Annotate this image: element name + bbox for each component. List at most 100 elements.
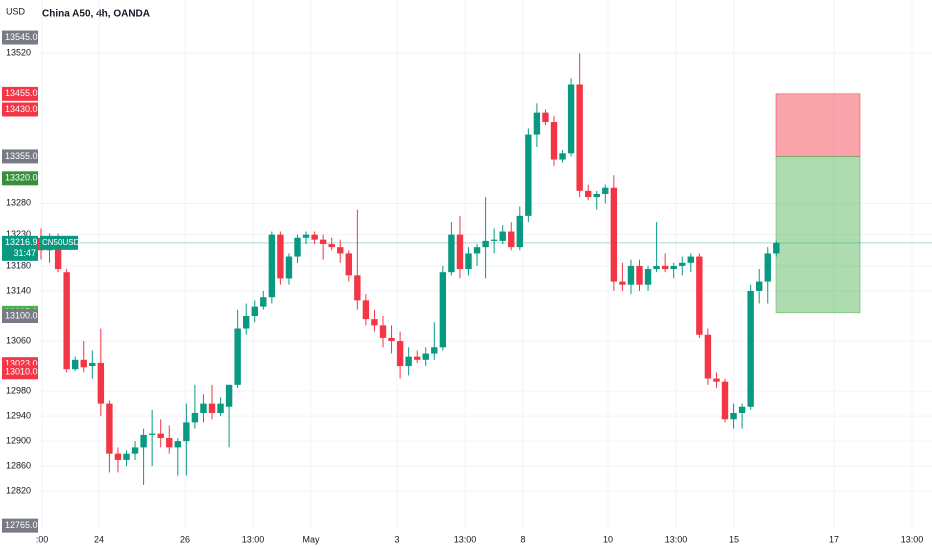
candle-body (97, 362, 105, 404)
candle-body (721, 381, 729, 420)
x-tick-label: 15 (729, 534, 739, 544)
x-tick-label: 26 (180, 534, 190, 544)
currency: USD (6, 6, 26, 16)
candle-body (773, 242, 780, 254)
candle-body (311, 234, 318, 240)
candle-body (747, 290, 754, 407)
candle-body (473, 247, 481, 254)
candle-body (208, 403, 216, 413)
candle-body (627, 265, 635, 285)
candle-body (585, 190, 592, 198)
candle-body (388, 337, 395, 342)
candle-body (482, 240, 489, 248)
candle-body (559, 153, 566, 160)
candle-body (268, 234, 276, 298)
candle-body (764, 253, 771, 282)
y-tick-label: 13060 (6, 335, 31, 345)
price-label-bg (2, 308, 38, 323)
candle-body (405, 356, 412, 367)
candle-body (166, 438, 173, 448)
candle-body (490, 239, 498, 241)
stop-zone (775, 93, 861, 157)
candle-body (465, 253, 472, 270)
last-price-bg (2, 235, 38, 261)
x-tick-label: May (302, 534, 320, 544)
candle-body (277, 234, 284, 279)
candle-body (191, 412, 199, 423)
candle-body (260, 297, 267, 307)
candle-body (72, 359, 79, 370)
candle-body (602, 187, 609, 194)
candle-body (80, 359, 87, 368)
x-tick-label: 13:00 (454, 534, 477, 544)
price-label-bg (2, 171, 38, 186)
candle-body (225, 384, 233, 407)
candle-body (448, 234, 455, 273)
x-tick-label: 17 (829, 534, 839, 544)
y-tick-label: 12940 (6, 410, 31, 420)
price-label-bg (2, 149, 38, 164)
candle-body (636, 265, 643, 285)
price-label-bg (2, 30, 38, 45)
price-label: 13430.0 (5, 104, 38, 114)
candle-body (243, 315, 250, 329)
candle-body (294, 237, 301, 257)
candle-body (422, 353, 429, 360)
y-tick-label: 12860 (6, 461, 31, 471)
price-label: 13545.0 (5, 32, 38, 42)
candle-body (756, 281, 763, 291)
candle-body (499, 231, 506, 241)
candle-body (328, 244, 335, 248)
candle-body (371, 319, 378, 326)
price-label: 13100.0 (5, 310, 38, 320)
y-tick-label: 13180 (6, 260, 31, 270)
x-tick-label: 24 (94, 534, 104, 544)
candle-body (131, 447, 139, 454)
candle-body (653, 265, 660, 270)
price-label-bg (2, 102, 38, 117)
candle-body (114, 453, 122, 460)
price-label: 13010.0 (5, 367, 38, 377)
candle-body (362, 300, 370, 320)
y-tick-label: 13520 (6, 48, 31, 58)
candle-body (508, 231, 515, 248)
x-tick-label: 8 (520, 534, 525, 544)
candle-body (140, 434, 147, 448)
price-label: 13320.0 (5, 173, 38, 183)
candle-body (730, 412, 737, 420)
price-label: 13455.0 (5, 88, 38, 98)
y-tick-label: 13230 (6, 229, 31, 239)
candle-body (54, 244, 62, 270)
x-tick-label: :00 (36, 534, 49, 544)
x-tick-label: 10 (603, 534, 613, 544)
last-price-label: 13216.9 (5, 237, 38, 247)
y-tick-label: 12820 (6, 486, 31, 496)
candle-body (525, 134, 532, 216)
x-tick-label: 13:00 (901, 534, 924, 544)
candle-body (174, 441, 181, 448)
candle-body (157, 433, 164, 439)
candle-body (576, 84, 583, 191)
candle-body (593, 193, 600, 198)
candle-body (302, 234, 310, 238)
target-zone (775, 156, 861, 314)
candle-body (696, 256, 703, 335)
symbol-bg (40, 235, 78, 250)
candle-body (396, 341, 404, 367)
price-label-bg (2, 86, 38, 101)
candle-body (354, 275, 361, 301)
candle-body (148, 433, 156, 435)
price-label: 13355.0 (5, 151, 38, 161)
y-tick-label: 12900 (6, 436, 31, 446)
candle-body (251, 306, 258, 316)
candle-body (345, 253, 352, 276)
candle-body (89, 362, 96, 367)
candle-body (687, 256, 694, 263)
candle-body (738, 406, 746, 413)
candle-body (533, 112, 541, 135)
candle-body (550, 122, 558, 160)
candle-body (217, 403, 224, 413)
candle-body (456, 234, 464, 270)
